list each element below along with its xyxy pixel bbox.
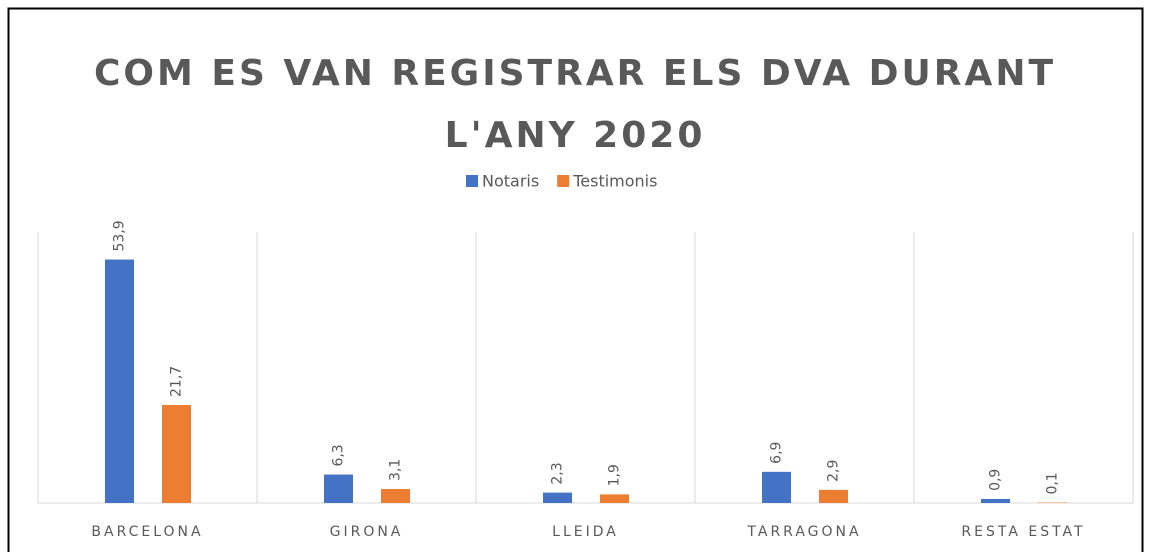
data-label: 0,9 [988,469,1004,491]
legend-swatch [466,175,478,187]
x-tick-label: BARCELONA [91,524,203,540]
bar [105,259,134,503]
chart-border [7,7,1144,552]
legend-swatch [557,175,570,187]
chart-title: COM ES VAN REGISTRAR ELS DVA DURANT [94,53,1056,94]
chart-title: L'ANY 2020 [445,115,706,156]
data-label: 2,9 [826,460,842,482]
legend-label: Notaris [482,172,539,191]
data-label: 53,9 [112,220,128,251]
bar [543,492,572,503]
data-label: 2,3 [550,462,566,484]
bar [981,498,1010,503]
bar [324,474,353,503]
x-tick-label: RESTA ESTAT [961,524,1085,540]
bar [819,489,848,503]
x-tick-label: GIRONA [330,524,404,540]
bar [162,404,191,503]
data-label: 21,7 [169,366,185,397]
x-tick-label: LLEIDA [552,524,619,540]
bar [381,488,410,503]
bar [762,471,791,503]
data-label: 3,1 [388,459,404,481]
legend-label: Testimonis [572,172,657,191]
data-label: 6,9 [769,442,785,464]
bar [600,494,629,503]
x-tick-label: TARRAGONA [746,524,861,540]
data-label: 0,1 [1045,472,1061,494]
data-label: 6,3 [331,444,347,466]
data-label: 1,9 [607,464,623,486]
